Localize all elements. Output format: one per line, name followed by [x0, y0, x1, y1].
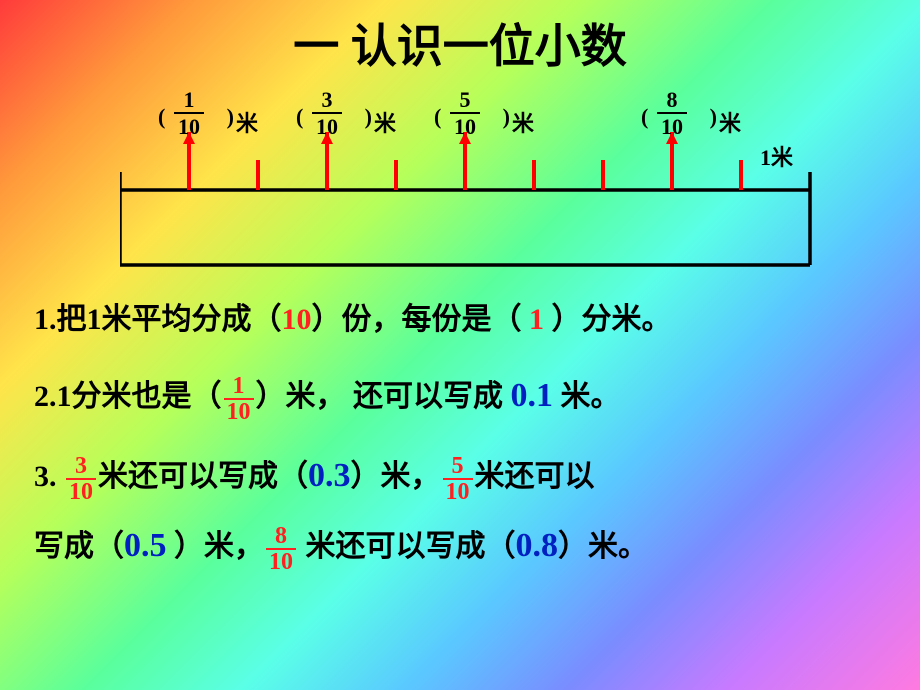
- q3-answer-3: 0.8: [516, 527, 559, 564]
- q3-fraction-2: 510: [443, 457, 473, 501]
- ruler-label: (310)米: [312, 90, 342, 138]
- one-meter-label: 1米: [760, 140, 793, 172]
- question-3-line1: 3. 310米还可以写成（0.3）米，510米还可以: [34, 452, 894, 501]
- q3-text-e: 写成（: [34, 530, 124, 563]
- q2-fraction: 110: [224, 377, 254, 421]
- question-3-line2: 写成（0.5 ）米，810 米还可以写成（0.8）米。: [34, 522, 894, 571]
- ruler-label: (110)米: [174, 90, 204, 138]
- page-title: 一 认识一位小数: [0, 10, 920, 76]
- q3-text-h: ）米。: [558, 530, 648, 563]
- q3-text-b: 米还可以写成（: [98, 460, 308, 493]
- q3-text-a: 3.: [34, 460, 64, 493]
- q1-answer-2: 1: [529, 303, 544, 336]
- q2-text-a: 2.1分米也是（: [34, 380, 222, 413]
- q1-answer-1: 10: [282, 303, 312, 336]
- q2-answer: 0.1: [511, 377, 554, 414]
- question-1: 1.把1米平均分成（10）份，每份是（ 1 ）分米。: [34, 296, 894, 344]
- q3-fraction-1: 310: [66, 457, 96, 501]
- q3-answer-2: 0.5: [124, 527, 167, 564]
- q3-fraction-3: 810: [266, 527, 296, 571]
- ruler-diagram: (110)米 (310)米 (510)米 (810)米 1米: [120, 90, 820, 280]
- slide: 一 认识一位小数 (110)米 (310)米 (510)米 (810)米 1米 1.把…: [0, 0, 920, 690]
- ruler-label: (810)米: [657, 90, 687, 138]
- q3-text-g: 米还可以写成（: [298, 530, 516, 563]
- q3-answer-1: 0.3: [308, 457, 351, 494]
- q3-text-f: ）米，: [167, 530, 265, 563]
- q2-text-c: 米。: [553, 380, 621, 413]
- q3-text-d: 米还可以: [475, 460, 595, 493]
- q2-text-b: ）米， 还可以写成: [256, 380, 511, 413]
- q1-text-a: 1.把1米平均分成（: [34, 303, 282, 336]
- q1-text-c: ）分米。: [544, 303, 672, 336]
- q1-text-b: ）份，每份是（: [312, 303, 530, 336]
- question-2: 2.1分米也是（110）米， 还可以写成 0.1 米。: [34, 372, 894, 421]
- ruler-label: (510)米: [450, 90, 480, 138]
- q3-text-c: ）米，: [351, 460, 441, 493]
